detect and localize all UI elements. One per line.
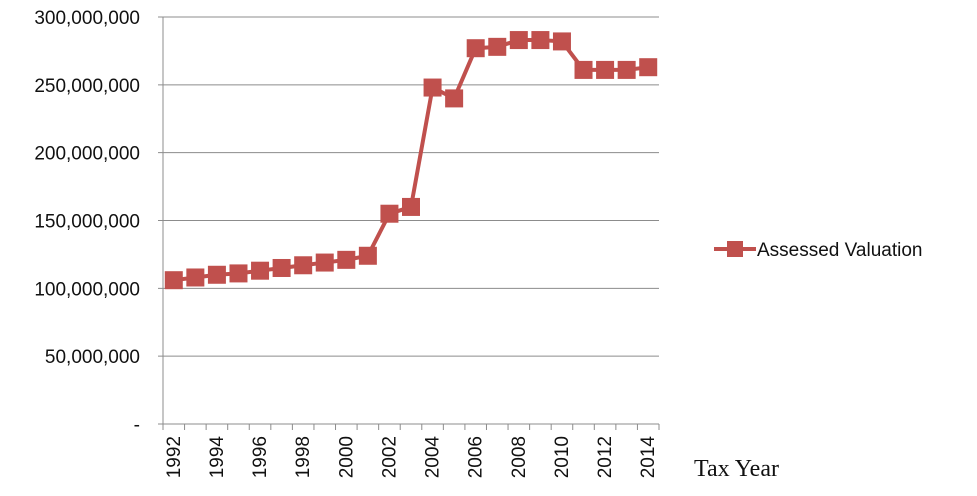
gridlines — [158, 16, 659, 357]
y-tick-label: 50,000,000 — [45, 347, 140, 368]
x-tick-label: 2014 — [638, 436, 659, 479]
x-tick-label: 2008 — [509, 436, 530, 478]
x-axis-label: Tax Year — [694, 456, 779, 482]
data-point — [272, 258, 291, 277]
data-point — [488, 37, 507, 56]
data-point — [423, 78, 442, 97]
data-point — [445, 89, 464, 108]
data-point — [251, 261, 270, 280]
y-tick-label: 200,000,000 — [34, 144, 140, 165]
data-point — [186, 268, 205, 287]
legend-marker-swatch — [727, 241, 743, 257]
x-tick-label: 2004 — [423, 436, 444, 479]
data-point — [617, 60, 636, 79]
data-point — [358, 246, 377, 265]
data-point — [402, 197, 420, 216]
x-tick-label: 2010 — [552, 436, 573, 478]
legend: Assessed Valuation — [714, 240, 922, 261]
data-point — [466, 39, 485, 58]
y-tick-label: - — [134, 415, 140, 436]
x-axis-tick-labels: 1992 1994 1996 1998 2000 2002 2004 2006 2008 2010… — [164, 436, 659, 479]
data-point — [380, 204, 399, 223]
data-point — [294, 256, 313, 275]
y-tick-label: 250,000,000 — [34, 76, 140, 97]
y-tick-label: 300,000,000 — [34, 8, 140, 29]
x-tick-label: 1998 — [293, 436, 314, 478]
x-tick-label: 1994 — [207, 436, 228, 479]
x-tick-label: 1992 — [164, 436, 185, 478]
data-point — [315, 253, 334, 272]
x-tick-label: 2012 — [595, 436, 616, 478]
x-tick-label: 2006 — [466, 436, 487, 478]
data-point — [337, 250, 356, 269]
series-assessed-valuation — [164, 31, 658, 290]
x-tick-label: 2002 — [379, 436, 400, 478]
data-point — [574, 60, 593, 79]
x-tick-label: 2000 — [336, 436, 357, 478]
y-tick-label: 100,000,000 — [34, 279, 140, 300]
data-point — [509, 31, 528, 50]
data-point — [552, 32, 571, 51]
data-point — [207, 265, 226, 284]
data-point — [229, 264, 248, 283]
data-point — [639, 58, 658, 77]
axes — [158, 17, 660, 430]
y-axis-tick-labels: - 50,000,000 100,000,000 150,000,000 200,000… — [34, 8, 140, 436]
data-point — [164, 271, 183, 290]
data-point — [596, 60, 615, 79]
y-tick-label: 150,000,000 — [34, 212, 140, 233]
legend-label-assessed-valuation: Assessed Valuation — [757, 240, 922, 261]
x-tick-label: 1996 — [250, 436, 271, 478]
data-point — [531, 31, 550, 50]
